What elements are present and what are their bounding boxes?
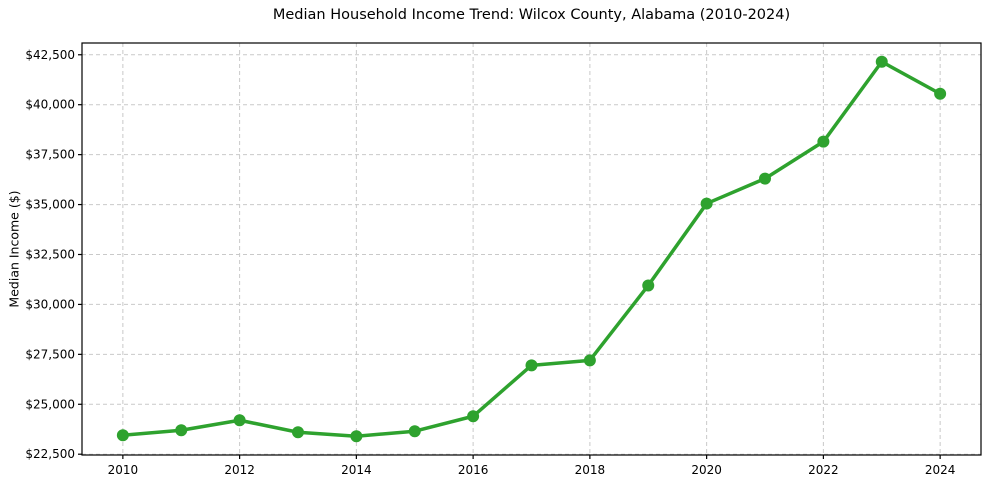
y-tick-label: $25,000 — [25, 397, 75, 411]
data-point-2014 — [350, 430, 363, 443]
data-point-2019 — [642, 279, 655, 292]
data-point-2012 — [233, 414, 246, 427]
x-tick-label: 2020 — [691, 463, 722, 477]
x-tick-label: 2014 — [341, 463, 372, 477]
x-tick-label: 2016 — [458, 463, 489, 477]
plot-border — [81, 42, 982, 456]
data-point-2017 — [525, 359, 538, 372]
data-point-2015 — [408, 425, 421, 438]
data-point-2010 — [116, 429, 129, 442]
y-tick-label: $42,500 — [25, 48, 75, 62]
x-tick-label: 2010 — [108, 463, 139, 477]
y-tick-label: $35,000 — [25, 198, 75, 212]
data-point-2024 — [934, 87, 947, 100]
x-tick-label: 2024 — [925, 463, 956, 477]
data-point-2023 — [875, 55, 888, 68]
data-point-2016 — [467, 410, 480, 423]
chart-title: Median Household Income Trend: Wilcox Co… — [272, 7, 791, 23]
x-tick-label: 2022 — [808, 463, 839, 477]
y-tick-label: $30,000 — [25, 297, 75, 311]
x-tick-label: 2012 — [224, 463, 255, 477]
data-point-2011 — [175, 424, 188, 437]
x-tick-label: 2018 — [575, 463, 606, 477]
y-tick-label: $40,000 — [25, 98, 75, 112]
y-tick-label: $37,500 — [25, 148, 75, 162]
y-tick-label: $32,500 — [25, 247, 75, 261]
y-tick-label: $27,500 — [25, 347, 75, 361]
trend-line — [121, 60, 942, 438]
data-point-2022 — [817, 135, 830, 148]
data-point-2020 — [700, 197, 713, 210]
data-point-2013 — [291, 426, 304, 439]
y-tick-label: $22,500 — [25, 447, 75, 461]
data-point-2021 — [759, 172, 772, 185]
data-point-2018 — [583, 354, 596, 367]
